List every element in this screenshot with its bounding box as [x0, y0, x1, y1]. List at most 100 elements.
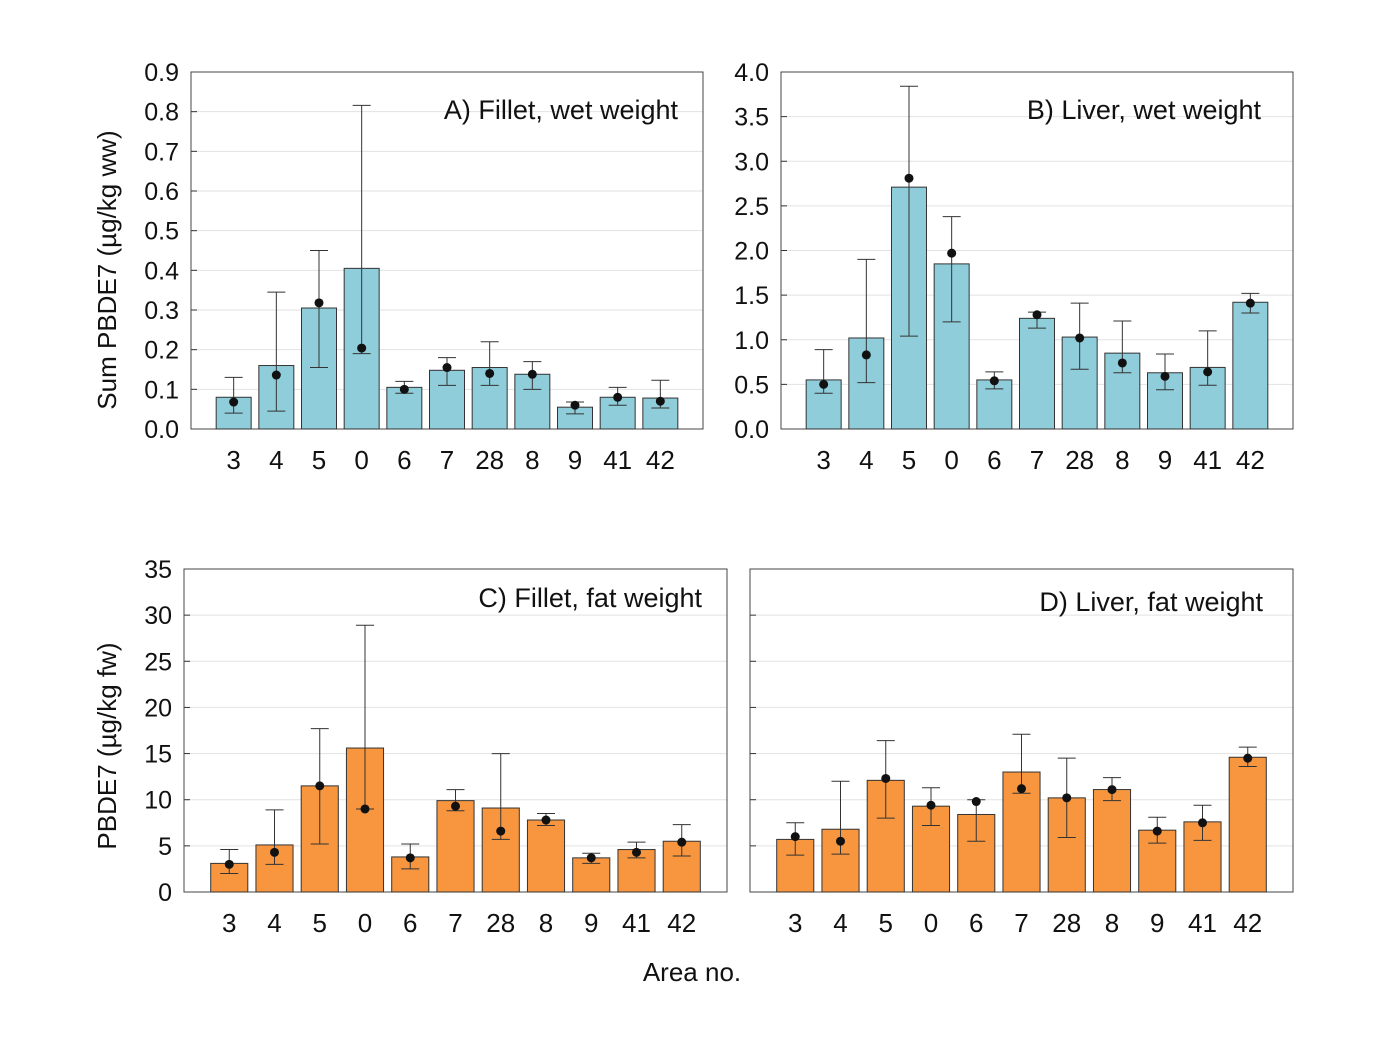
y-tick-label: 2.5: [734, 193, 769, 221]
data-point: [405, 853, 415, 863]
data-point: [971, 797, 981, 807]
data-point: [1245, 298, 1255, 308]
x-tick-label: 42: [1236, 445, 1265, 475]
y-tick-label: 2.0: [734, 238, 769, 266]
data-point: [1062, 793, 1072, 803]
y-tick-label: 0.7: [144, 138, 179, 166]
x-tick-label: 7: [440, 445, 454, 475]
y-tick-label: 1.5: [734, 282, 769, 310]
x-tick-label: 9: [568, 445, 582, 475]
x-tick-label: 4: [859, 445, 873, 475]
data-point: [819, 379, 829, 389]
x-tick-label: 0: [354, 445, 368, 475]
data-point: [1117, 358, 1127, 368]
data-point: [270, 847, 279, 857]
data-point: [315, 781, 325, 791]
x-tick-label: 42: [667, 908, 696, 938]
data-point: [1075, 333, 1085, 343]
x-tick-label: 5: [879, 908, 893, 938]
data-point: [541, 815, 551, 825]
data-point: [451, 801, 460, 811]
y-tick-label: 30: [144, 602, 172, 630]
x-tick-label: 4: [269, 445, 283, 475]
bar: [526, 819, 566, 893]
data-point: [1203, 367, 1213, 377]
x-tick-label: 6: [397, 445, 411, 475]
x-tick-label: 41: [1188, 908, 1217, 938]
bar: [436, 800, 475, 893]
y-axis-label: Sum PBDE7 (µg/kg ww): [92, 130, 122, 409]
data-point: [224, 859, 234, 869]
data-point: [357, 343, 367, 353]
data-point: [271, 370, 281, 380]
data-point: [881, 773, 891, 783]
data-point: [947, 248, 957, 258]
bar: [642, 397, 679, 430]
y-tick-label: 4.0: [734, 59, 769, 87]
data-point: [496, 826, 506, 836]
y-tick-label: 15: [144, 741, 172, 769]
y-tick-label: 5: [158, 833, 172, 861]
bar: [391, 856, 430, 893]
data-point: [836, 836, 845, 846]
data-point: [485, 368, 495, 378]
x-tick-label: 5: [312, 445, 326, 475]
panel-title: D) Liver, fat weight: [1039, 587, 1263, 617]
data-point: [861, 350, 871, 360]
bar: [1092, 789, 1132, 893]
data-point: [1032, 310, 1042, 320]
y-tick-label: 0.0: [734, 416, 769, 444]
panel-title: C) Fillet, fat weight: [478, 583, 702, 613]
y-tick-label: 1.0: [734, 327, 769, 355]
data-point: [1152, 826, 1162, 836]
x-tick-label: 0: [944, 445, 958, 475]
bar: [386, 386, 423, 430]
bar: [1228, 756, 1267, 893]
y-tick-label: 10: [144, 787, 172, 815]
x-tick-label: 0: [358, 908, 372, 938]
y-tick-label: 25: [144, 648, 172, 676]
x-tick-label: 8: [1105, 908, 1119, 938]
x-tick-label: 8: [525, 445, 539, 475]
y-tick-label: 0: [158, 879, 172, 907]
x-tick-label: 4: [833, 908, 847, 938]
data-point: [655, 396, 665, 406]
data-point: [442, 363, 452, 373]
data-point: [586, 853, 596, 863]
x-tick-label: 4: [267, 908, 281, 938]
y-tick-label: 0.2: [144, 337, 179, 365]
y-tick-label: 3.5: [734, 104, 769, 132]
x-tick-label: 3: [788, 908, 802, 938]
data-point: [677, 837, 687, 847]
data-point: [360, 804, 370, 814]
x-tick-label: 9: [1158, 445, 1172, 475]
y-tick-label: 0.5: [144, 218, 179, 246]
bar: [976, 379, 1013, 430]
x-tick-label: 6: [403, 908, 417, 938]
y-tick-label: 35: [144, 556, 172, 584]
y-tick-label: 0.1: [144, 376, 179, 404]
data-point: [399, 384, 409, 394]
x-tick-label: 5: [902, 445, 916, 475]
data-point: [1107, 785, 1117, 795]
x-tick-label: 28: [486, 908, 515, 938]
x-tick-label: 41: [603, 445, 632, 475]
x-tick-label: 0: [924, 908, 938, 938]
x-tick-label: 9: [584, 908, 598, 938]
x-tick-label: 28: [475, 445, 504, 475]
data-point: [229, 397, 239, 407]
x-tick-label: 6: [969, 908, 983, 938]
x-tick-label: 3: [816, 445, 830, 475]
x-tick-label: 8: [1115, 445, 1129, 475]
y-tick-label: 0.6: [144, 178, 179, 206]
data-point: [314, 298, 324, 308]
bar: [1019, 317, 1055, 430]
y-tick-label: 0.5: [734, 371, 769, 399]
y-tick-label: 0.0: [144, 416, 179, 444]
data-point: [989, 376, 999, 386]
y-tick-label: 0.9: [144, 59, 179, 87]
x-axis-label: Area no.: [643, 957, 741, 987]
x-tick-label: 9: [1150, 908, 1164, 938]
y-axis-label: PBDE7 (µg/kg fw): [92, 642, 122, 849]
